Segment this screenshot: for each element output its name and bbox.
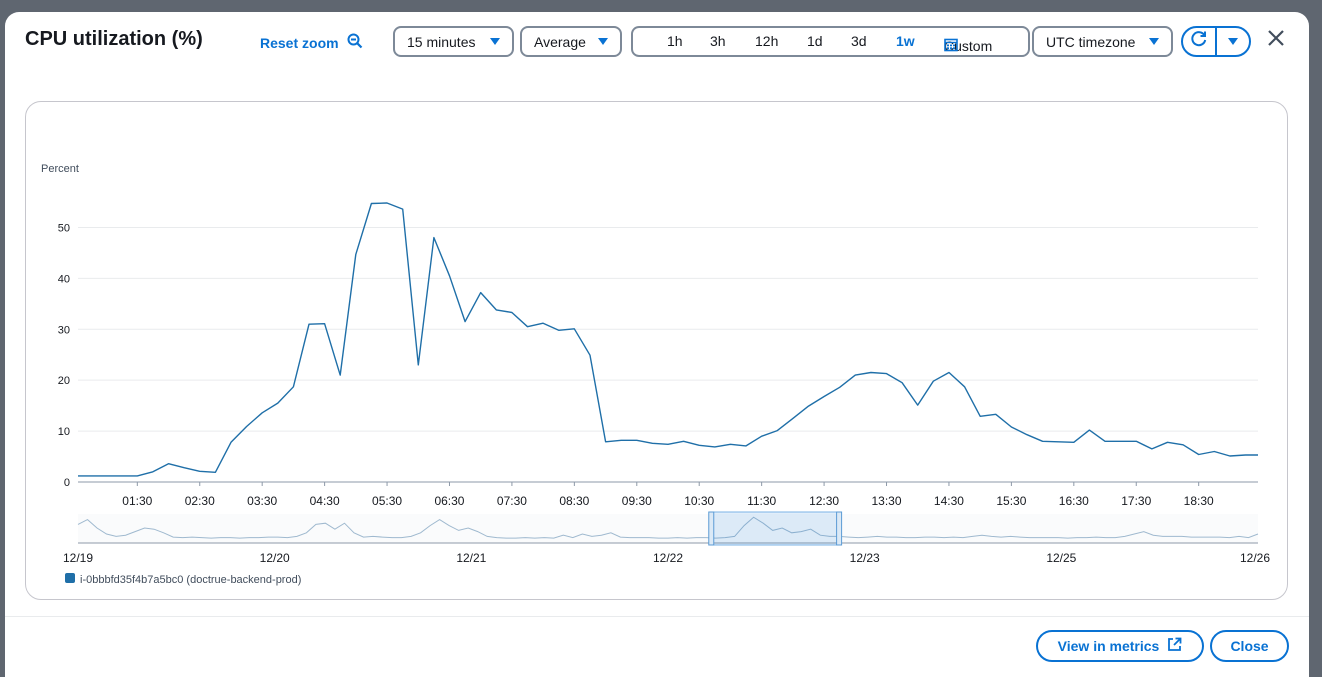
reset-zoom-label: Reset zoom bbox=[260, 34, 339, 51]
x-tick-label: 09:30 bbox=[622, 494, 652, 508]
overview-date-label: 12/22 bbox=[653, 551, 683, 565]
y-tick-label: 0 bbox=[64, 477, 70, 489]
x-tick-label: 13:30 bbox=[872, 494, 902, 508]
series-line bbox=[78, 202, 1258, 477]
x-tick-label: 02:30 bbox=[185, 494, 215, 508]
y-tick-label: 40 bbox=[58, 273, 70, 285]
caret-down-icon bbox=[598, 38, 608, 45]
y-tick-label: 50 bbox=[58, 222, 70, 234]
overview-line bbox=[77, 516, 1259, 539]
statistic-select[interactable]: Average bbox=[520, 26, 622, 57]
x-tick-label: 11:30 bbox=[747, 494, 776, 508]
period-value: 15 minutes bbox=[407, 33, 476, 50]
overview-date-label: 12/25 bbox=[1046, 551, 1076, 565]
timezone-value: UTC timezone bbox=[1046, 33, 1136, 50]
range-3d[interactable]: 3d bbox=[851, 33, 867, 49]
y-tick-label: 30 bbox=[58, 324, 70, 336]
x-tick-label: 03:30 bbox=[247, 494, 277, 508]
y-tick-label: 20 bbox=[58, 375, 70, 387]
range-3h[interactable]: 3h bbox=[710, 33, 726, 49]
overview-date-label: 12/19 bbox=[63, 551, 93, 565]
footer-divider bbox=[5, 616, 1309, 617]
caret-down-icon bbox=[490, 38, 500, 45]
series-lines bbox=[78, 202, 1258, 477]
auto-refresh-dropdown[interactable] bbox=[1217, 28, 1249, 55]
x-tick-label: 17:30 bbox=[1121, 494, 1151, 508]
range-1w[interactable]: 1w bbox=[896, 33, 915, 49]
overview-date-label: 12/21 bbox=[456, 551, 486, 565]
legend: i-0bbbfd35f4b7a5bc0 (doctrue-backend-pro… bbox=[65, 573, 301, 586]
x-tick-label: 01:30 bbox=[122, 494, 152, 508]
view-in-metrics-label: View in metrics bbox=[1057, 638, 1160, 654]
caret-down-icon bbox=[1149, 38, 1159, 45]
x-tick-label: 07:30 bbox=[497, 494, 527, 508]
x-tick-label: 14:30 bbox=[934, 494, 964, 508]
y-tick-label: 10 bbox=[58, 426, 70, 438]
modal: CPU utilization (%) Reset zoom 15 minute… bbox=[5, 12, 1309, 677]
overview-navigator[interactable]: 12/19 12/20 12/21 12/22 12/23 12/25 12/26 bbox=[63, 511, 1270, 565]
overview-date-label: 12/26 bbox=[1240, 551, 1270, 565]
external-link-icon bbox=[1167, 637, 1182, 655]
reset-zoom-button[interactable]: Reset zoom bbox=[260, 33, 363, 52]
chart-panel: Percent 0 10 20 30 40 50 01:30 02:30 03:30 04:30 0… bbox=[25, 101, 1288, 600]
x-tick-label: 15:30 bbox=[996, 494, 1026, 508]
refresh-button[interactable] bbox=[1183, 28, 1215, 55]
caret-down-icon bbox=[1227, 38, 1238, 45]
page-title: CPU utilization (%) bbox=[25, 28, 203, 50]
x-tick-label: 16:30 bbox=[1059, 494, 1089, 508]
time-range-selector: 1h 3h 12h 1d 3d 1w Custom bbox=[631, 26, 1030, 57]
x-tick-label: 18:30 bbox=[1184, 494, 1214, 508]
x-tick-label: 04:30 bbox=[310, 494, 340, 508]
x-tick-label: 08:30 bbox=[559, 494, 589, 508]
overview-background bbox=[78, 514, 1258, 543]
x-tick-label: 05:30 bbox=[372, 494, 402, 508]
period-select[interactable]: 15 minutes bbox=[393, 26, 514, 57]
refresh-control bbox=[1181, 26, 1251, 57]
close-icon[interactable] bbox=[1266, 28, 1286, 53]
timezone-select[interactable]: UTC timezone bbox=[1032, 26, 1173, 57]
refresh-icon bbox=[1190, 30, 1208, 53]
overview-handle bbox=[708, 511, 715, 546]
x-tick-label: 12:30 bbox=[809, 494, 839, 508]
legend-label: i-0bbbfd35f4b7a5bc0 (doctrue-backend-pro… bbox=[80, 574, 301, 586]
range-12h[interactable]: 12h bbox=[755, 33, 779, 49]
x-tick-label: 10:30 bbox=[684, 494, 714, 508]
y-axis-label: Percent bbox=[41, 163, 79, 175]
x-tick-label: 06:30 bbox=[434, 494, 464, 508]
refresh-divider bbox=[1215, 28, 1217, 55]
view-in-metrics-button[interactable]: View in metrics bbox=[1036, 630, 1204, 662]
grid-lines bbox=[78, 226, 1258, 483]
calendar-icon bbox=[944, 38, 958, 55]
range-1h[interactable]: 1h bbox=[667, 33, 683, 49]
close-label: Close bbox=[1230, 638, 1269, 654]
legend-swatch bbox=[65, 573, 75, 583]
overview-handle bbox=[836, 511, 843, 546]
x-axis: 01:30 02:30 03:30 04:30 05:30 06:30 07:30 08:30… bbox=[122, 482, 1214, 508]
statistic-value: Average bbox=[534, 33, 586, 50]
overview-date-label: 12/23 bbox=[850, 551, 880, 565]
overview-date-label: 12/20 bbox=[260, 551, 290, 565]
y-axis: Percent 0 10 20 30 40 50 bbox=[41, 163, 79, 489]
zoom-out-icon bbox=[347, 33, 363, 52]
range-1d[interactable]: 1d bbox=[807, 33, 823, 49]
close-button[interactable]: Close bbox=[1210, 630, 1289, 662]
overview-selection bbox=[710, 511, 840, 546]
